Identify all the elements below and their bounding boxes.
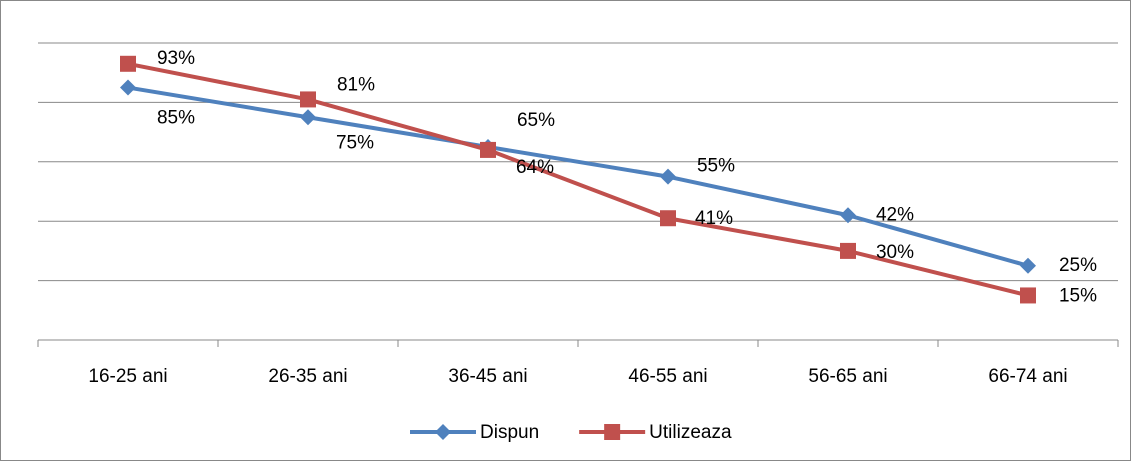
x-tick-label: 36-45 ani — [448, 366, 527, 387]
data-point — [120, 79, 136, 96]
data-label: 75% — [336, 132, 374, 153]
data-label: 41% — [695, 208, 733, 229]
data-label: 65% — [517, 110, 555, 131]
legend-label: Utilizeaza — [649, 422, 732, 443]
data-point — [300, 91, 316, 108]
data-label: 85% — [157, 108, 195, 129]
data-point — [480, 141, 496, 158]
data-point — [660, 210, 676, 227]
data-point — [120, 55, 136, 72]
data-point — [840, 242, 856, 259]
legend-marker — [604, 424, 621, 440]
data-point — [840, 207, 856, 224]
data-label: 93% — [157, 48, 195, 69]
data-point — [1020, 257, 1036, 274]
data-label: 81% — [337, 74, 375, 95]
data-point — [660, 168, 676, 185]
data-point — [1020, 287, 1036, 304]
x-tick-label: 56-65 ani — [808, 366, 887, 387]
data-label: 64% — [516, 157, 554, 178]
series-line — [127, 85, 1029, 268]
x-tick-label: 46-55 ani — [628, 366, 707, 387]
series-line — [127, 61, 1029, 298]
legend-label: Dispun — [480, 422, 539, 443]
data-label: 25% — [1059, 255, 1097, 276]
data-label: 42% — [876, 204, 914, 225]
data-label: 30% — [876, 242, 914, 263]
x-tick-label: 16-25 ani — [88, 366, 167, 387]
data-point — [300, 109, 316, 126]
x-tick-label: 66-74 ani — [988, 366, 1067, 387]
legend-marker — [435, 424, 451, 440]
data-label: 15% — [1059, 285, 1097, 306]
x-tick-label: 26-35 ani — [268, 366, 347, 387]
data-label: 55% — [697, 156, 735, 177]
